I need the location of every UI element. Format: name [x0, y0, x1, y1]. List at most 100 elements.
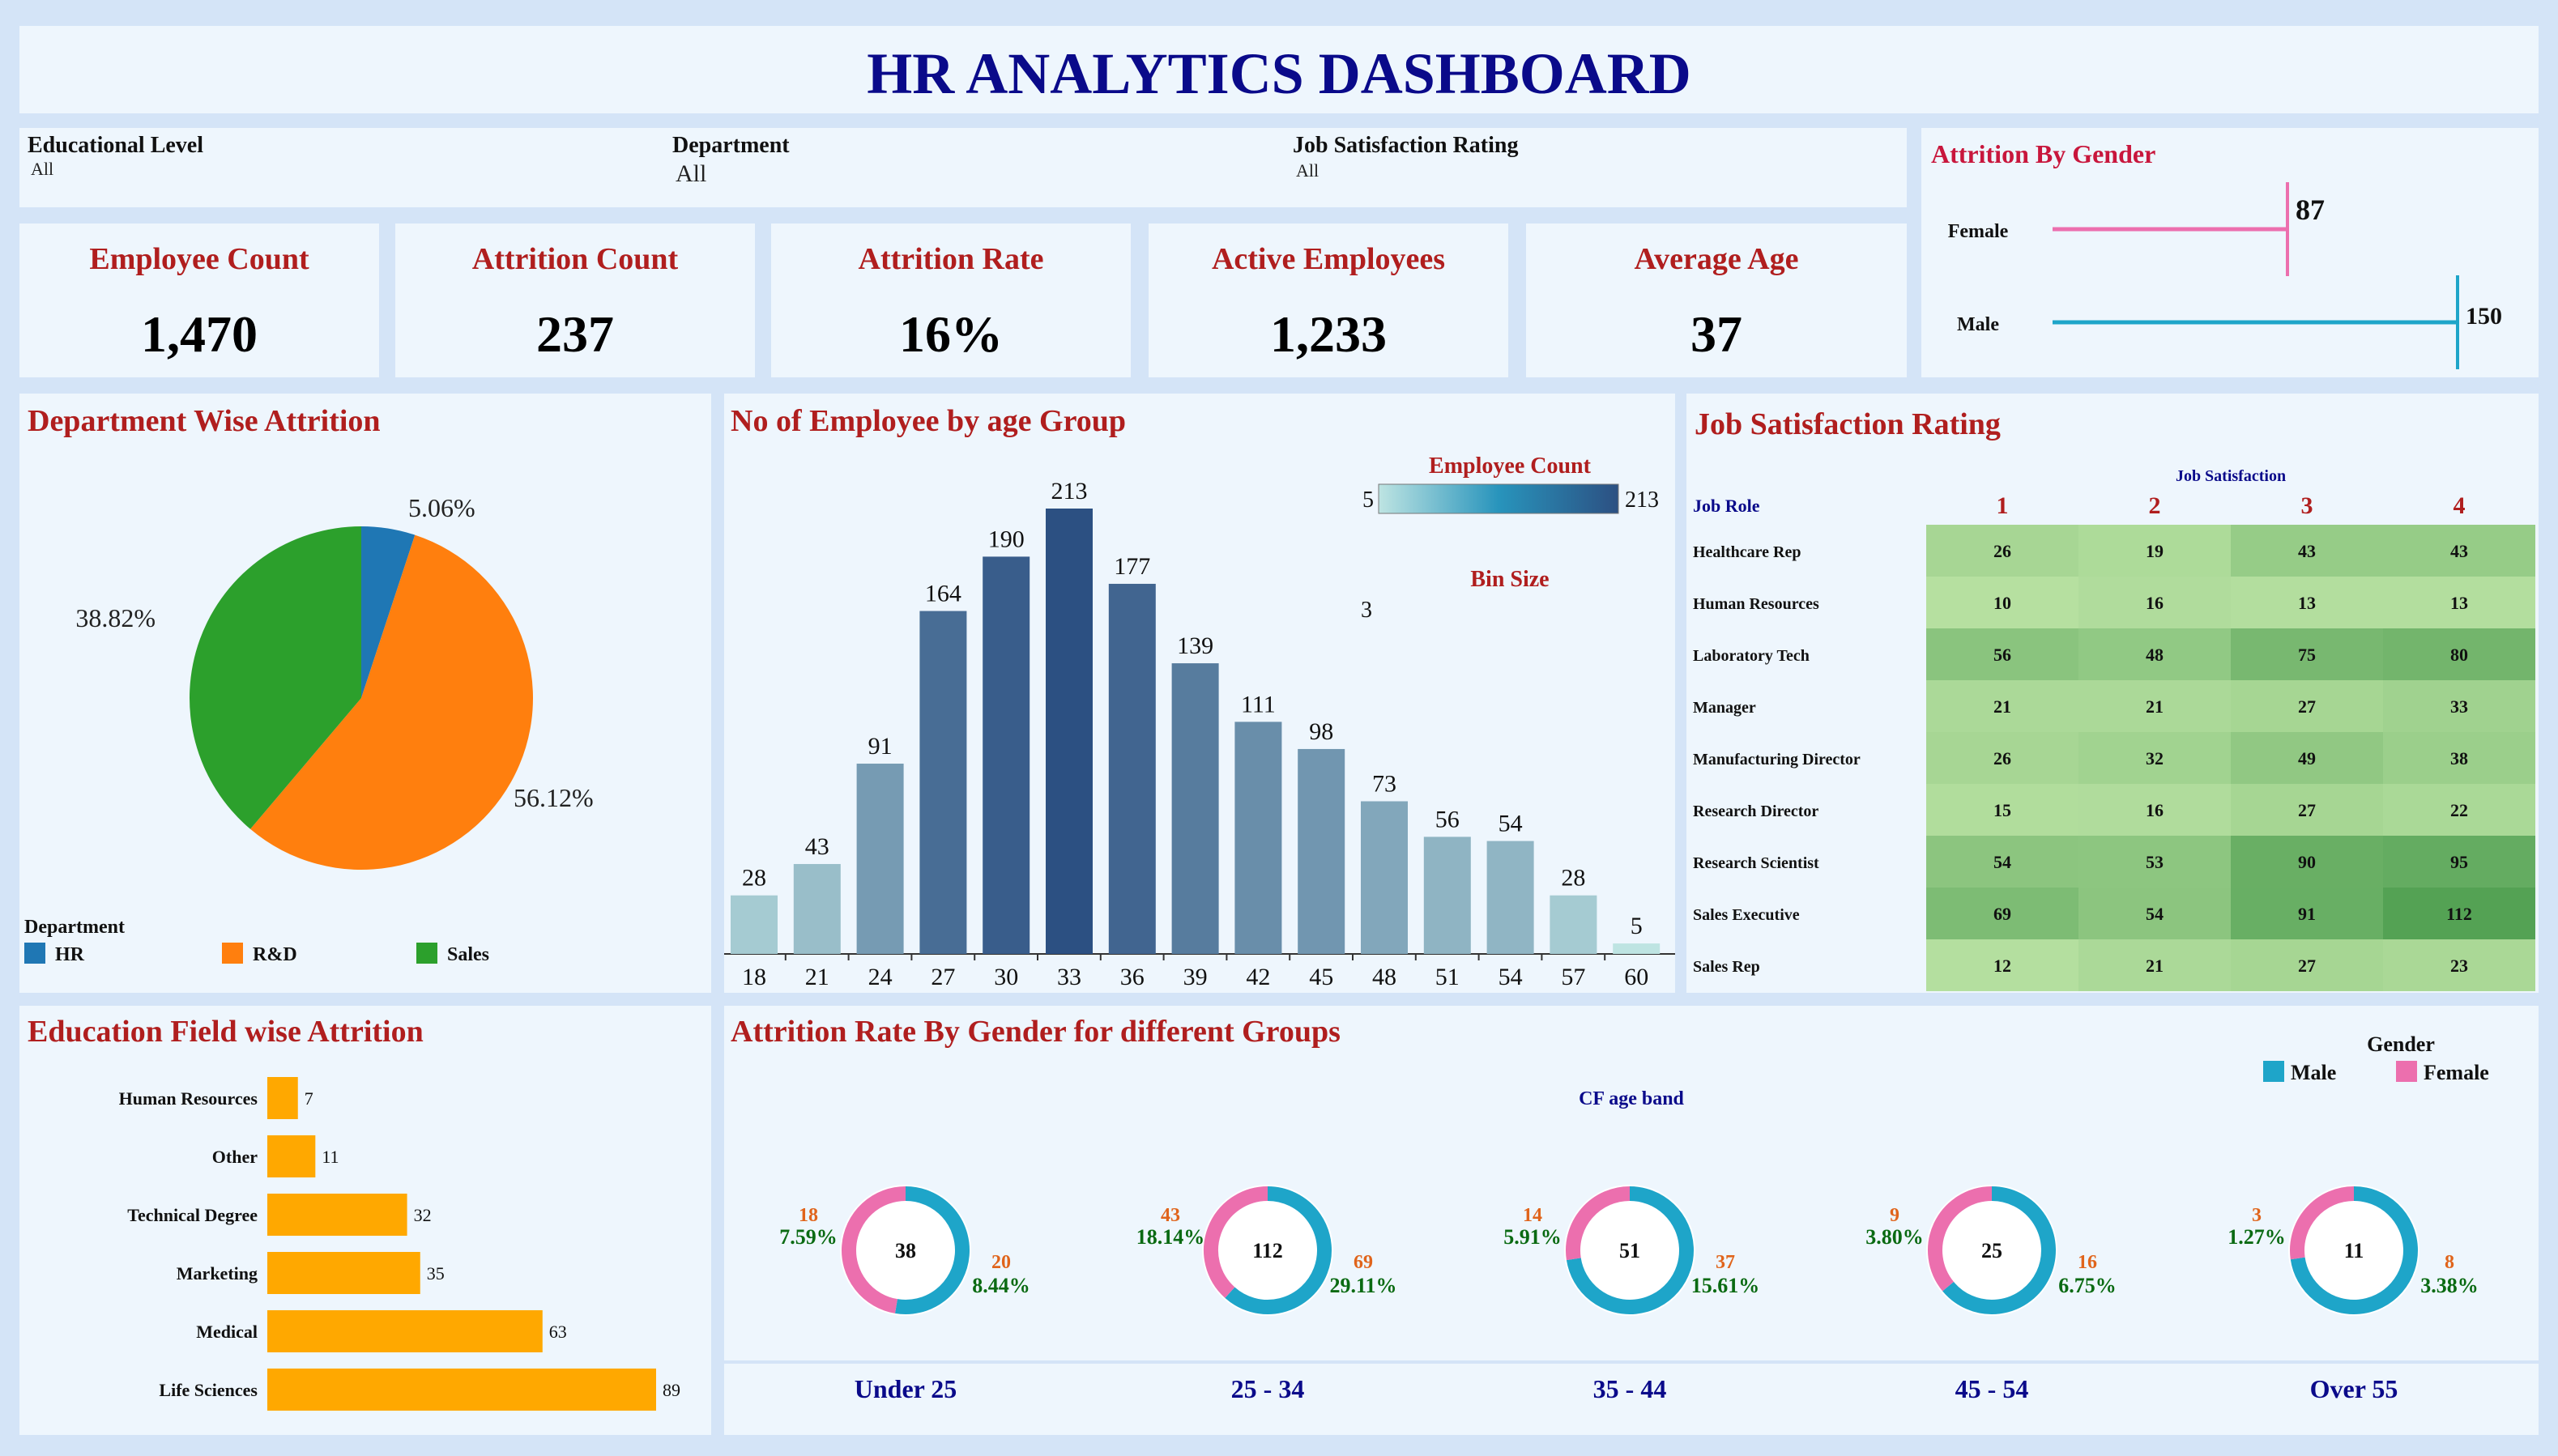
heatmap-cell [2231, 732, 2383, 784]
heatmap-cell [1926, 939, 2078, 991]
age-bar-value: 28 [742, 865, 766, 892]
age-bar [1486, 841, 1534, 954]
kpi-card-average-age: Average Age 37 [1526, 224, 1907, 377]
education-field-title: Education Field wise Attrition [28, 1015, 424, 1049]
age-bar [1298, 748, 1345, 954]
heatmap-cell [2231, 577, 2383, 628]
donut-segment-female [842, 1186, 906, 1313]
age-tick-label: 45 [1309, 964, 1333, 990]
pie-legend-label: HR [55, 944, 85, 965]
donut-band-label: 25 - 34 [1231, 1374, 1305, 1403]
heatmap-cell [2231, 784, 2383, 836]
filter-label-department: Department [672, 133, 790, 158]
heatmap-cell-value: 12 [1993, 956, 2011, 976]
heatmap-cell [1926, 836, 2078, 888]
age-tick-label: 39 [1183, 964, 1208, 990]
donut-male-pct: 6.75% [2058, 1274, 2117, 1297]
age-tick-label: 21 [805, 964, 829, 990]
donut-total-label: 11 [2344, 1239, 2364, 1262]
heatmap-cell-value: 112 [2446, 904, 2472, 924]
donut-male-count: 16 [2078, 1252, 2097, 1273]
age-bar [1550, 895, 1597, 954]
heatmap-column-label: 1 [1997, 492, 2009, 519]
donut-female-pct: 1.27% [2228, 1225, 2286, 1249]
heatmap-cell [2231, 836, 2383, 888]
donut-female-pct: 5.91% [1503, 1225, 1562, 1249]
age-legend-title: Employee Count [1429, 453, 1592, 479]
pie-slice-label: 5.06% [408, 493, 475, 522]
heatmap-cell-value: 54 [1993, 852, 2011, 872]
heatmap-cell-value: 13 [2298, 593, 2316, 613]
edu-bar-value: 7 [305, 1088, 313, 1109]
heatmap-cell [2078, 577, 2231, 628]
heatmap-cell-value: 16 [2146, 800, 2164, 820]
donut-male-count: 37 [1716, 1252, 1735, 1273]
age-bar [1361, 801, 1408, 954]
donut-female-count: 43 [1161, 1205, 1180, 1226]
edu-bar-value: 32 [414, 1205, 432, 1225]
heatmap-cell-value: 21 [2146, 696, 2164, 717]
heatmap-cell [2383, 577, 2535, 628]
donut-band-header: CF age band [1579, 1088, 1684, 1109]
donut-background [1564, 1185, 1695, 1316]
age-tick-label: 36 [1120, 964, 1145, 990]
age-bar-value: 111 [1241, 691, 1276, 717]
bin-size-label: Bin Size [1470, 567, 1549, 592]
donut-segment-female [2290, 1186, 2355, 1260]
filter-label-education: Educational Level [28, 133, 204, 158]
age-bar-value: 43 [805, 833, 829, 860]
age-bar-value: 213 [1051, 478, 1088, 504]
heatmap-cell-value: 10 [1993, 593, 2011, 613]
filter-select-education[interactable]: All [31, 159, 54, 179]
donut-male-count: 20 [991, 1252, 1011, 1273]
heatmap-cell [1926, 732, 2078, 784]
donut-male-pct: 29.11% [1329, 1274, 1396, 1297]
donut-segment-male [1942, 1186, 2056, 1314]
bin-size-value: 3 [1361, 598, 1372, 623]
heatmap-cell-value: 43 [2450, 541, 2468, 561]
heatmap-cell [2231, 888, 2383, 939]
age-bar-value: 28 [1561, 865, 1585, 892]
filter-select-department[interactable]: All [676, 160, 707, 187]
heatmap-cell [2231, 939, 2383, 991]
age-tick-label: 54 [1499, 964, 1523, 990]
filter-select-job-satisfaction[interactable]: All [1296, 160, 1320, 181]
heatmap-cell-value: 15 [1993, 800, 2011, 820]
heatmap-cell-value: 95 [2450, 852, 2468, 872]
age-legend-bar [1378, 483, 1619, 514]
heatmap-cell-value: 19 [2146, 541, 2164, 561]
donut-male-pct: 8.44% [972, 1274, 1030, 1297]
donut-segment-male [2290, 1186, 2418, 1314]
heatmap-column-label: 3 [2301, 492, 2313, 519]
age-bar-value: 5 [1631, 913, 1643, 939]
kpi-card-attrition-rate: Attrition Rate 16% [771, 224, 1131, 377]
age-bar [1046, 509, 1093, 954]
heatmap-cell-value: 27 [2298, 800, 2316, 820]
donut-total-label: 38 [895, 1239, 916, 1262]
pie-legend-swatch [24, 943, 45, 964]
edu-bar [267, 1252, 420, 1294]
heatmap-cell-value: 53 [2146, 852, 2164, 872]
pie-legend-label: R&D [253, 944, 297, 965]
heatmap-cell-value: 13 [2450, 593, 2468, 613]
age-bar-value: 177 [1114, 553, 1150, 580]
age-bar [1423, 837, 1471, 954]
heatmap-cell [2231, 628, 2383, 680]
heatmap-cell [2231, 525, 2383, 577]
pie-slice-rd [250, 534, 534, 870]
heatmap-cell [2383, 628, 2535, 680]
education-field-panel: Education Field wise Attrition Human Res… [19, 1006, 711, 1435]
donut-band-label: 35 - 44 [1593, 1374, 1667, 1403]
age-tick-label: 51 [1435, 964, 1460, 990]
age-tick-label: 57 [1561, 964, 1585, 990]
attrition-by-gender-title: Attrition By Gender [1931, 139, 2156, 168]
donut-band-label: 45 - 54 [1955, 1374, 2029, 1403]
donut-female-pct: 18.14% [1136, 1225, 1205, 1249]
edu-bar [267, 1077, 298, 1119]
edu-category-label: Marketing [177, 1263, 258, 1284]
heatmap-cell-value: 56 [1993, 645, 2011, 665]
heatmap-cell-value: 33 [2450, 696, 2468, 717]
age-tick-label: 30 [994, 964, 1018, 990]
age-tick-label: 18 [742, 964, 766, 990]
